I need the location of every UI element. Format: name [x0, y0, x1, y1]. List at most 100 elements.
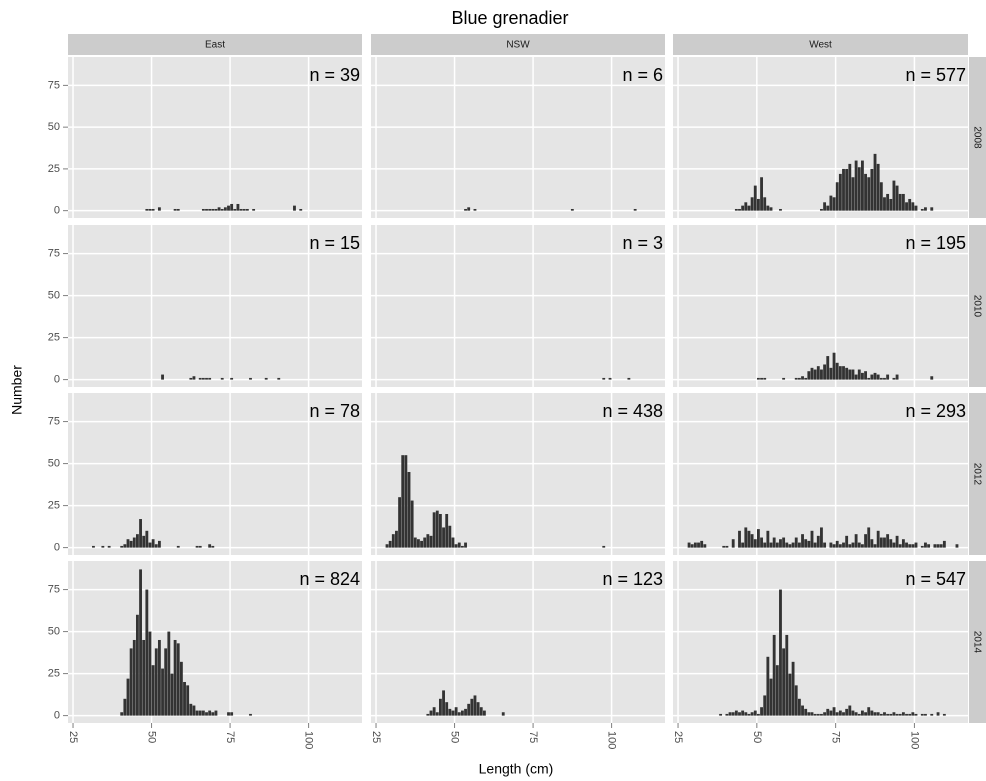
bar	[277, 377, 281, 380]
annotation: n = 547	[905, 569, 966, 589]
bar	[426, 534, 430, 548]
annotation: n = 123	[602, 569, 663, 589]
bar	[930, 207, 934, 211]
bar	[211, 712, 215, 716]
bar	[772, 537, 776, 548]
bar	[693, 542, 697, 548]
bar	[870, 374, 874, 380]
panel-background	[68, 57, 362, 218]
bar	[813, 713, 817, 716]
bar	[750, 712, 754, 716]
strip	[673, 34, 968, 55]
x-tick-label: 25	[370, 731, 382, 743]
bar	[804, 708, 808, 716]
bar	[120, 545, 124, 548]
bar	[176, 545, 180, 548]
bar	[438, 513, 442, 548]
bar	[230, 712, 234, 716]
panel-background	[371, 225, 665, 387]
bar	[192, 705, 196, 716]
bar	[820, 527, 823, 548]
bar	[227, 712, 230, 716]
bar	[728, 712, 732, 716]
bar	[769, 207, 773, 211]
bar	[756, 529, 760, 548]
strip	[969, 225, 986, 387]
bar	[435, 712, 439, 716]
bar	[385, 544, 389, 548]
bar	[476, 702, 480, 716]
x-tick-label: 50	[449, 731, 461, 743]
bar	[763, 542, 767, 548]
bar	[920, 713, 924, 716]
bar	[835, 540, 839, 548]
bar	[460, 710, 464, 716]
bar	[627, 377, 631, 380]
bar	[747, 530, 751, 548]
y-tick-label: 25	[48, 331, 60, 343]
bar	[129, 540, 133, 548]
bar	[217, 207, 221, 211]
bar	[407, 471, 411, 548]
bar	[848, 544, 852, 548]
bar	[429, 535, 433, 548]
bar	[911, 712, 915, 716]
bar	[230, 377, 234, 380]
bar	[924, 713, 927, 716]
bar	[208, 710, 212, 716]
x-tick-label: 50	[146, 731, 158, 743]
bar	[464, 708, 467, 716]
bar	[826, 356, 830, 380]
bar	[797, 542, 801, 548]
bar	[842, 542, 845, 548]
y-tick-label: 25	[48, 667, 60, 679]
y-tick-label: 0	[54, 374, 60, 386]
bar	[791, 661, 795, 716]
bar	[167, 631, 171, 716]
bar	[401, 455, 405, 548]
bar	[473, 208, 477, 211]
bar	[886, 193, 890, 211]
bar	[123, 544, 127, 548]
bar	[760, 377, 763, 380]
bar	[236, 203, 240, 211]
bar	[135, 614, 139, 716]
bar	[810, 367, 814, 380]
bar	[772, 634, 776, 716]
bar	[744, 202, 748, 211]
bar	[602, 545, 606, 548]
x-tick-label: 75	[527, 731, 539, 743]
bar	[183, 681, 186, 716]
strip	[68, 34, 362, 55]
annotation: n = 293	[905, 401, 966, 421]
bar	[905, 542, 908, 548]
bar	[851, 369, 855, 380]
bar	[697, 542, 700, 548]
strip-label: 2008	[971, 126, 982, 149]
bar	[911, 202, 915, 211]
y-tick-label: 50	[48, 625, 60, 637]
y-tick-label: 0	[54, 205, 60, 217]
bar	[388, 540, 392, 548]
strip-label: West	[809, 40, 832, 51]
bar	[756, 377, 760, 380]
bar	[870, 710, 874, 716]
bar	[860, 710, 864, 716]
bar	[810, 712, 814, 716]
annotation: n = 438	[602, 401, 663, 421]
annotation: n = 78	[309, 401, 360, 421]
bar	[448, 708, 452, 716]
bar	[898, 193, 902, 211]
bar	[734, 710, 738, 716]
bar	[154, 648, 158, 716]
bar	[722, 545, 726, 548]
bar	[451, 537, 455, 548]
strip	[969, 57, 986, 218]
bar	[797, 698, 801, 716]
bar	[189, 703, 193, 716]
y-tick-label: 25	[48, 499, 60, 511]
bar	[769, 678, 773, 716]
bar	[892, 542, 896, 548]
x-tick-label: 25	[672, 731, 684, 743]
y-tick-label: 75	[48, 247, 60, 259]
